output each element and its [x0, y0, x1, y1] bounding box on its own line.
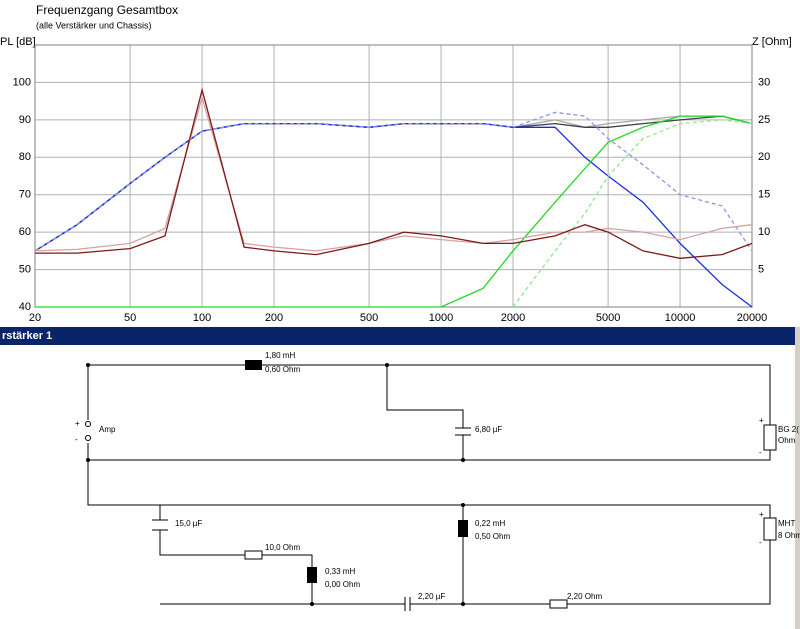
amp-label: Amp: [99, 425, 116, 434]
y-tick-label: 90: [19, 114, 31, 126]
polarity: +: [75, 419, 80, 428]
scrollbar[interactable]: [795, 327, 800, 629]
speaker-label: Ohm: [778, 436, 796, 445]
y2-tick-label: 30: [758, 76, 770, 88]
inductor: [307, 567, 317, 583]
x-tick-label: 2000: [501, 312, 525, 324]
y-tick-label: 40: [19, 301, 31, 313]
speaker-label: MHT: [778, 519, 795, 528]
y-axis-label: PL [dB]: [0, 36, 36, 48]
y2-tick-label: 10: [758, 226, 770, 238]
x-tick-label: 5000: [596, 312, 620, 324]
x-tick-label: 500: [360, 312, 378, 324]
inductor: [458, 520, 468, 537]
y-tick-label: 100: [13, 76, 31, 88]
y2-tick-label: 15: [758, 189, 770, 201]
x-tick-label: 200: [265, 312, 283, 324]
series-line: [35, 115, 753, 308]
component-label: 0,50 Ohm: [475, 532, 510, 541]
component-label: 6,80 µF: [475, 425, 502, 434]
y-tick-label: 50: [19, 263, 31, 275]
polarity: -: [759, 448, 762, 457]
polarity: -: [759, 538, 762, 547]
polarity: -: [75, 435, 78, 444]
chart-title: Frequenzgang Gesamtbox: [36, 3, 178, 17]
speaker: [763, 517, 777, 541]
x-tick-label: 10000: [665, 312, 696, 324]
series-line: [34, 95, 753, 252]
y-tick-label: 80: [19, 151, 31, 163]
terminal: [85, 435, 91, 441]
speaker-label: BG 2(: [778, 425, 799, 434]
wires: [87, 364, 771, 605]
x-tick-label: 1000: [429, 312, 453, 324]
resistor: [244, 550, 263, 560]
component-label: 2,20 Ohm: [567, 592, 602, 601]
capacitors: [152, 427, 471, 611]
title-bar: [0, 327, 795, 345]
component-label: 15,0 µF: [175, 519, 202, 528]
component-label: 0,00 Ohm: [325, 580, 360, 589]
x-tick-label: 50: [124, 312, 136, 324]
series-line: [34, 111, 753, 252]
polarity: +: [759, 510, 764, 519]
y-tick-label: 70: [19, 189, 31, 201]
component-label: 0,33 mH: [325, 567, 355, 576]
y2-axis-label: Z [Ohm]: [752, 36, 792, 48]
terminal: [85, 421, 91, 427]
inductor: [245, 360, 262, 370]
polarity: +: [759, 416, 764, 425]
series-line: [35, 87, 753, 259]
speaker-label: 8 Ohm: [778, 531, 800, 540]
x-tick-label: 20: [29, 312, 41, 324]
chart-panel: [0, 0, 800, 327]
chart-subtitle: (alle Verstärker und Chassis): [36, 20, 152, 30]
y2-tick-label: 25: [758, 114, 770, 126]
component-label: 0,60 Ohm: [265, 365, 300, 374]
y-tick-label: 60: [19, 226, 31, 238]
series-line: [512, 119, 753, 308]
window-title: rstärker 1: [2, 330, 52, 342]
resistor: [549, 599, 568, 609]
component-label: 10,0 Ohm: [265, 543, 300, 552]
schematic: 1,80 mH 0,60 Ohm 6,80 µF Amp + - BG 2( O…: [75, 351, 800, 611]
nodes: [86, 363, 465, 606]
speaker: [763, 424, 777, 451]
component-label: 1,80 mH: [265, 351, 295, 360]
y2-tick-label: 5: [758, 263, 764, 275]
y2-tick-label: 20: [758, 151, 770, 163]
component-label: 0,22 mH: [475, 519, 505, 528]
component-label: 2,20 µF: [418, 592, 445, 601]
x-tick-label: 100: [193, 312, 211, 324]
plot: 40 50 60 70 80 90 100 5 10 15 20 25 30 20 50 100 200 500 1…: [13, 44, 770, 324]
x-tick-label: 20000: [737, 312, 768, 324]
